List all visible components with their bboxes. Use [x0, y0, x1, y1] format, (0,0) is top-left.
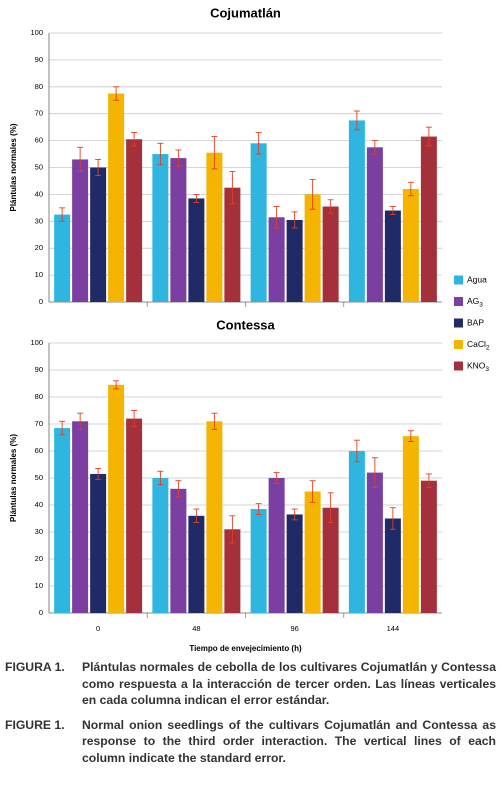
- legend-swatch: [454, 275, 463, 285]
- x-axis-label: Tiempo de envejecimiento (h): [189, 644, 302, 653]
- bar-ag3-0: [72, 159, 89, 302]
- legend-label: KNO3: [467, 360, 489, 373]
- bar-kno3-0: [126, 139, 143, 302]
- legend-label: Agua: [467, 274, 487, 284]
- bar-ag3-96: [268, 217, 285, 302]
- caption-spanish-text: Plántulas normales de cebolla de los cul…: [82, 660, 496, 707]
- bar-cacl2-48: [206, 421, 223, 613]
- x-tick-label: 48: [192, 624, 200, 633]
- bar-ag3-96: [268, 478, 285, 613]
- bar-kno3-96: [322, 206, 339, 302]
- caption-spanish-label: FIGURA 1.: [5, 660, 65, 674]
- legend-label: AG3: [467, 296, 483, 309]
- y-tick-label: 70: [35, 109, 43, 118]
- bar-ag3-48: [170, 488, 187, 613]
- bar-agua-96: [250, 509, 267, 613]
- bar-cacl2-0: [108, 384, 125, 613]
- legend-label: BAP: [467, 317, 484, 327]
- caption-english: FIGURE 1. Normal onion seedlings of the …: [0, 717, 502, 767]
- y-tick-label: 0: [39, 297, 43, 306]
- legend-swatch: [454, 297, 463, 306]
- legend-swatch: [454, 361, 463, 371]
- bar-agua-144: [348, 120, 365, 302]
- y-axis-label: Plántulas normales (%): [9, 123, 18, 211]
- y-tick-label: 90: [35, 55, 43, 64]
- bar-bap-48: [188, 515, 205, 613]
- bar-kno3-48: [224, 187, 241, 302]
- caption-spanish: FIGURA 1. Plántulas normales de cebolla …: [0, 659, 502, 709]
- bar-cacl2-144: [402, 189, 419, 302]
- bar-agua-48: [152, 154, 169, 302]
- bar-bap-0: [90, 167, 107, 302]
- bar-cacl2-96: [304, 194, 321, 302]
- caption-english-text: Normal onion seedlings of the cultivars …: [82, 717, 496, 765]
- y-tick-label: 0: [39, 608, 43, 617]
- y-tick-label: 80: [35, 392, 43, 401]
- y-tick-label: 60: [35, 136, 43, 145]
- bar-kno3-144: [420, 480, 437, 613]
- bar-bap-48: [188, 198, 205, 302]
- y-axis-label: Plántulas normales (%): [9, 434, 18, 522]
- y-tick-label: 100: [30, 338, 43, 347]
- bar-cacl2-48: [206, 152, 223, 302]
- x-tick-label: 96: [290, 624, 298, 633]
- bar-cacl2-96: [304, 491, 321, 613]
- y-tick-label: 10: [35, 270, 43, 279]
- bar-bap-96: [286, 219, 303, 302]
- bar-cacl2-144: [402, 436, 419, 613]
- legend-swatch: [454, 318, 463, 328]
- bar-cacl2-0: [108, 93, 125, 303]
- captions: FIGURA 1. Plántulas normales de cebolla …: [0, 655, 502, 766]
- y-tick-label: 10: [35, 581, 43, 590]
- bar-bap-144: [384, 210, 401, 302]
- bar-kno3-144: [420, 136, 437, 302]
- bar-bap-144: [384, 518, 401, 613]
- y-tick-label: 60: [35, 446, 43, 455]
- caption-english-label: FIGURE 1.: [5, 717, 65, 732]
- x-tick-label: 0: [96, 624, 100, 633]
- legend-label: CaCl2: [467, 339, 490, 352]
- y-tick-label: 90: [35, 365, 43, 374]
- legend-swatch: [454, 340, 463, 349]
- y-tick-label: 30: [35, 216, 43, 225]
- y-tick-label: 50: [35, 162, 43, 171]
- bar-kno3-0: [126, 418, 143, 613]
- chart-title-0: Cojumatlán: [210, 5, 281, 20]
- y-tick-label: 40: [35, 189, 43, 198]
- y-tick-label: 40: [35, 500, 43, 509]
- y-tick-label: 80: [35, 82, 43, 91]
- bar-ag3-144: [366, 472, 383, 613]
- bar-kno3-96: [322, 507, 339, 613]
- y-tick-label: 20: [35, 243, 43, 252]
- bar-agua-96: [250, 143, 267, 302]
- bar-kno3-48: [224, 529, 241, 613]
- bar-agua-0: [54, 428, 71, 613]
- bar-ag3-144: [366, 147, 383, 302]
- bar-agua-144: [348, 451, 365, 613]
- bar-agua-48: [152, 478, 169, 613]
- y-tick-label: 100: [30, 28, 43, 37]
- bar-ag3-0: [72, 421, 89, 613]
- y-tick-label: 50: [35, 473, 43, 482]
- bar-bap-0: [90, 473, 107, 613]
- y-tick-label: 70: [35, 419, 43, 428]
- figure: Cojumatlán0102030405060708090100Plántula…: [9, 5, 490, 653]
- x-tick-label: 144: [387, 624, 400, 633]
- bar-agua-0: [54, 214, 71, 302]
- bar-ag3-48: [170, 158, 187, 302]
- bar-bap-96: [286, 514, 303, 613]
- y-tick-label: 30: [35, 527, 43, 536]
- y-tick-label: 20: [35, 554, 43, 563]
- chart-title-1: Contessa: [216, 317, 275, 332]
